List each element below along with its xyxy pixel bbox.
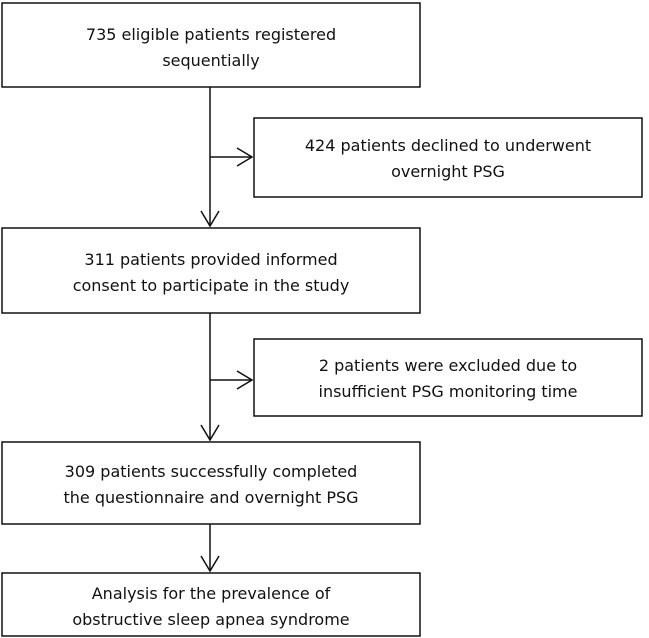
box-text: 309 patients successfully completed — [65, 462, 358, 481]
box: 311 patients provided informed consent t… — [1, 227, 421, 314]
arrow-head — [200, 424, 220, 442]
box-text: overnight PSG — [391, 162, 505, 181]
arrow-head — [236, 370, 254, 390]
arrow-head — [200, 555, 220, 573]
box-text: 424 patients declined to underwent — [305, 136, 591, 155]
box-text: insufficient PSG monitoring time — [319, 382, 578, 401]
box: 424 patients declined to underwent overn… — [253, 117, 643, 198]
box-text: the questionnaire and overnight PSG — [63, 488, 358, 507]
box-frame — [1, 572, 421, 637]
box-text: obstructive sleep apnea syndrome — [72, 610, 349, 629]
box: Analysis for the prevalence of obstructi… — [1, 572, 421, 637]
box-frame — [1, 227, 421, 314]
box-frame — [253, 117, 643, 198]
box-text: 2 patients were excluded due to — [319, 356, 577, 375]
box: 2 patients were excluded due to insuffic… — [253, 338, 643, 417]
arrow-head — [200, 210, 220, 228]
box-frame — [253, 338, 643, 417]
box-frame — [1, 2, 421, 88]
box: 735 eligible patients registered sequent… — [1, 2, 421, 88]
box-text: Analysis for the prevalence of — [92, 584, 331, 603]
connectors — [200, 87, 254, 573]
box-text: 311 patients provided informed — [84, 250, 337, 269]
box-frame — [1, 441, 421, 525]
box-text: 735 eligible patients registered — [86, 25, 336, 44]
box-text: sequentially — [162, 51, 259, 70]
box-text: consent to participate in the study — [73, 276, 350, 295]
box: 309 patients successfully completed the … — [1, 441, 421, 525]
arrow-head — [236, 147, 254, 167]
